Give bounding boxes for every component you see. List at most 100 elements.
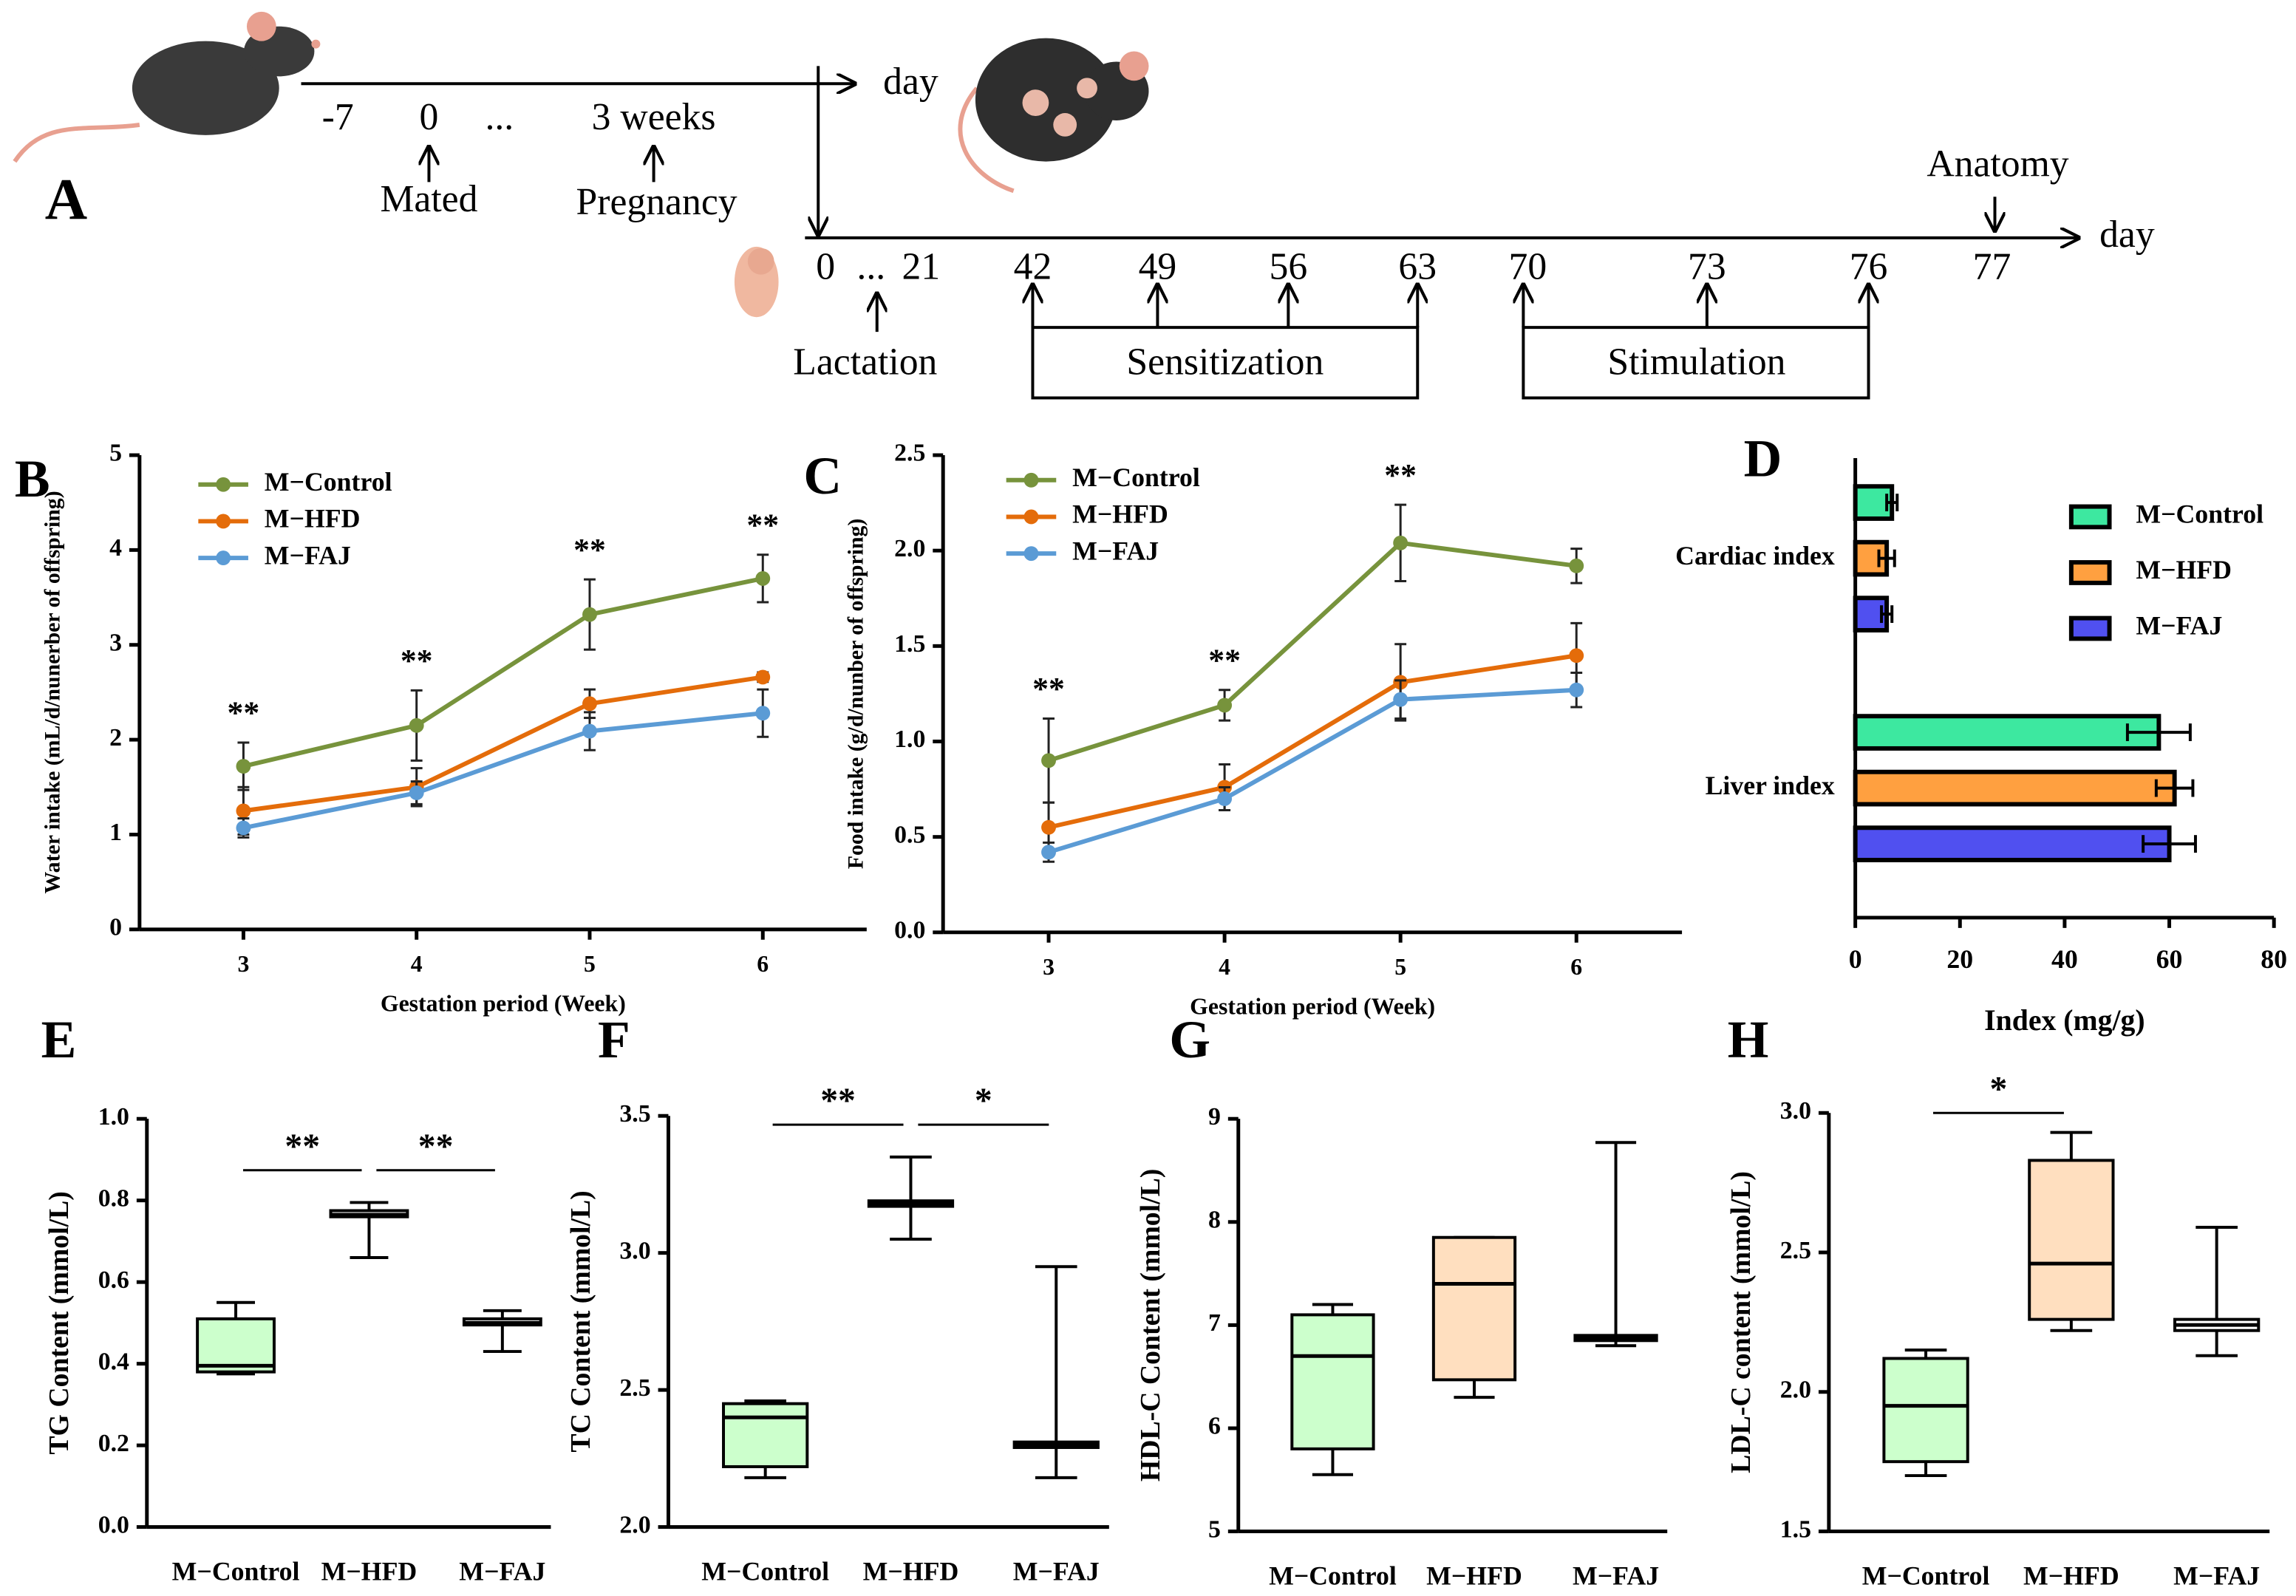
box [1882, 1357, 1969, 1464]
x-tick-label: 6 [757, 951, 769, 977]
significance: ** [573, 532, 606, 567]
y-tick-label: 0.0 [98, 1511, 129, 1538]
x-tick-label: 0 [1849, 944, 1862, 974]
panel-label: A [45, 167, 87, 232]
timeline-tick: 49 [1139, 245, 1177, 287]
y-tick-label: 8 [1208, 1207, 1221, 1234]
y-axis-label: TG Content (mmol/L) [44, 1191, 75, 1454]
y-tick-label: 0 [109, 914, 122, 941]
x-tick-label: 4 [1219, 954, 1230, 980]
y-tick-label: 3.5 [619, 1100, 650, 1128]
significance: ** [746, 508, 779, 543]
y-tick-label: 0.6 [98, 1266, 129, 1294]
data-point [236, 803, 251, 819]
legend-label: M−HFD [2136, 555, 2232, 584]
significance: ** [1208, 643, 1241, 678]
y-tick-label: 2.5 [619, 1374, 650, 1402]
y-axis-label: Water intake (mL/d/nunerber of offspring… [40, 491, 64, 893]
x-tick-label: M−HFD [2023, 1561, 2119, 1590]
significance: * [1990, 1070, 2008, 1108]
x-tick-label: 3 [237, 951, 249, 977]
data-point [236, 759, 251, 774]
bar [1853, 714, 2162, 751]
x-tick-label: M−Control [1862, 1561, 1990, 1590]
x-tick-label: M−Control [172, 1556, 300, 1586]
y-tick-label: 3.0 [1780, 1097, 1811, 1125]
x-tick-label: 5 [1394, 954, 1406, 980]
box [722, 1402, 809, 1468]
data-point [755, 669, 771, 685]
event-label: Stimulation [1607, 341, 1785, 383]
y-tick-label: 3 [109, 629, 122, 656]
timeline-tick: 3 weeks [592, 96, 716, 138]
timeline-tick: 70 [1509, 245, 1547, 287]
box [2028, 1159, 2115, 1321]
event-label: Lactation [793, 341, 937, 383]
x-tick-label: 40 [2051, 944, 2078, 974]
y-tick-label: 0.5 [894, 821, 925, 848]
legend-marker [1023, 472, 1039, 488]
data-point [409, 717, 424, 733]
x-tick-label: 80 [2261, 944, 2287, 974]
data-point [582, 723, 597, 739]
series-line [1048, 540, 1577, 763]
timeline-tick: 76 [1850, 245, 1888, 287]
event-label: Anatomy [1927, 143, 2068, 185]
x-tick-label: M−FAJ [1573, 1561, 1659, 1590]
timeline-arrows [301, 66, 2079, 400]
mouse-icon [958, 38, 1149, 194]
legend-swatch [2068, 560, 2112, 585]
data-point [236, 820, 251, 836]
significance: ** [418, 1128, 454, 1166]
x-tick-label: M−HFD [863, 1556, 959, 1586]
series-line [243, 675, 763, 814]
data-point [582, 607, 597, 622]
x-tick-label: M−Control [1269, 1561, 1397, 1590]
significance: ** [401, 644, 433, 679]
event-label: Sensitization [1126, 341, 1324, 383]
y-tick-label: 6 [1208, 1413, 1221, 1440]
y-tick-label: 0.8 [98, 1184, 129, 1212]
y-tick-label: 2 [109, 724, 122, 751]
significance: ** [820, 1082, 856, 1120]
x-tick-label: 4 [411, 951, 423, 977]
x-tick-label: 6 [1570, 954, 1582, 980]
box [196, 1317, 276, 1374]
legend-label: M−HFD [1072, 499, 1168, 529]
panel-label: H [1728, 1011, 1769, 1069]
x-tick-label: M−FAJ [2173, 1561, 2260, 1590]
x-tick-label: M−FAJ [459, 1556, 545, 1586]
data-point [1569, 558, 1584, 573]
y-tick-label: 0.2 [98, 1430, 129, 1457]
y-axis-label: LDL-C content (mmol/L) [1726, 1171, 1757, 1473]
y-tick-label: 7 [1208, 1309, 1221, 1337]
y-tick-label: 2.0 [619, 1511, 650, 1538]
bar [1853, 769, 2177, 807]
panel-label: G [1169, 1011, 1210, 1069]
timeline-tick: 21 [902, 245, 941, 287]
timeline-tick: 42 [1014, 245, 1052, 287]
legend-label: M−FAJ [1072, 536, 1159, 565]
y-tick-label: 1.5 [894, 630, 925, 658]
x-axis-label: Gestation period (Week) [1190, 993, 1435, 1019]
axis-unit: day [2099, 214, 2155, 256]
data-point [1569, 648, 1584, 664]
y-tick-label: 1.0 [894, 726, 925, 753]
series-line [242, 576, 763, 768]
x-tick-label: M−HFD [1426, 1561, 1522, 1590]
x-tick-label: 3 [1043, 954, 1055, 980]
timeline-tick: 63 [1398, 245, 1437, 287]
legend-marker [216, 477, 231, 492]
y-axis-label: TC Content (mmol/L) [565, 1190, 596, 1452]
x-tick-label: 20 [1946, 944, 1973, 974]
axis-unit: day [883, 61, 939, 103]
y-tick-label: 5 [1208, 1515, 1221, 1543]
y-tick-label: 2.5 [1780, 1237, 1811, 1264]
legend-swatch [2068, 504, 2112, 530]
significance: ** [228, 695, 260, 731]
y-tick-label: 2.0 [894, 535, 925, 562]
legend-label: M−Control [1072, 463, 1200, 492]
panel-label: F [598, 1011, 630, 1069]
